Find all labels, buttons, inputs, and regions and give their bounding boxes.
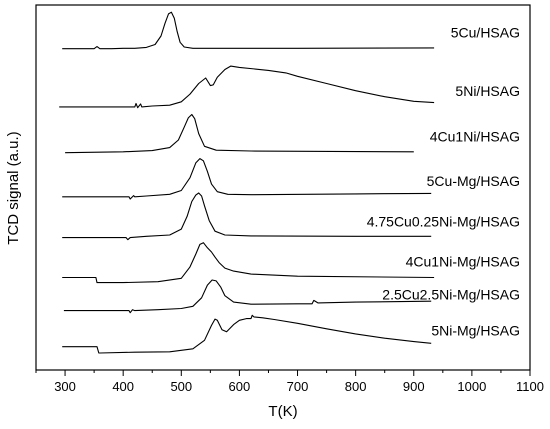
series-label-2-5cu2-5ni-mg-hsag: 2.5Cu2.5Ni-Mg/HSAG bbox=[382, 287, 520, 303]
series-label-5ni-hsag: 5Ni/HSAG bbox=[455, 83, 520, 99]
series-label-4cu1ni-mg-hsag: 4Cu1Ni-Mg/HSAG bbox=[406, 253, 520, 269]
series-label-4-75cu0-25ni-mg-hsag: 4.75Cu0.25Ni-Mg/HSAG bbox=[367, 214, 520, 230]
series-curves bbox=[59, 11, 435, 354]
series-label-4cu1ni-hsag: 4Cu1Ni/HSAG bbox=[430, 129, 520, 145]
x-axis-label: T(K) bbox=[268, 403, 297, 420]
x-tick-label-1100: 1100 bbox=[516, 379, 544, 394]
series-label-5cu-hsag: 5Cu/HSAG bbox=[451, 25, 520, 41]
curve-2-5cu2-5ni-mg-hsag bbox=[63, 279, 432, 314]
x-tick-label-1000: 1000 bbox=[457, 379, 486, 394]
x-tick-label-400: 400 bbox=[112, 379, 134, 394]
curve-4-75cu0-25ni-mg-hsag bbox=[62, 192, 432, 241]
curve-5cu-mg-hsag bbox=[62, 158, 432, 200]
x-tick-label-600: 600 bbox=[229, 379, 251, 394]
x-tick-label-800: 800 bbox=[345, 379, 367, 394]
plot-frame bbox=[35, 4, 531, 371]
curve-4cu1ni-mg-hsag bbox=[62, 242, 435, 284]
curve-5ni-hsag bbox=[59, 65, 435, 109]
x-tick-label-300: 300 bbox=[54, 379, 76, 394]
series-labels: 5Cu/HSAG 5Ni/HSAG 4Cu1Ni/HSAG 5Cu-Mg/HSAG 4.… bbox=[367, 25, 520, 339]
x-tick-label-900: 900 bbox=[403, 379, 425, 394]
curve-5cu-hsag bbox=[62, 11, 435, 50]
x-tick-label-500: 500 bbox=[170, 379, 192, 394]
y-axis-label: TCD signal (a.u.) bbox=[5, 131, 22, 244]
x-axis-ticks bbox=[35, 370, 531, 376]
series-label-5ni-mg-hsag: 5Ni-Mg/HSAG bbox=[431, 323, 520, 339]
curve-4cu1ni-hsag bbox=[65, 113, 414, 154]
x-tick-label-700: 700 bbox=[287, 379, 309, 394]
curve-5ni-mg-hsag bbox=[62, 314, 432, 354]
x-axis-tick-labels: 300 400 500 600 700 800 900 1000 1100 bbox=[54, 379, 544, 394]
series-label-5cu-mg-hsag: 5Cu-Mg/HSAG bbox=[427, 173, 520, 189]
